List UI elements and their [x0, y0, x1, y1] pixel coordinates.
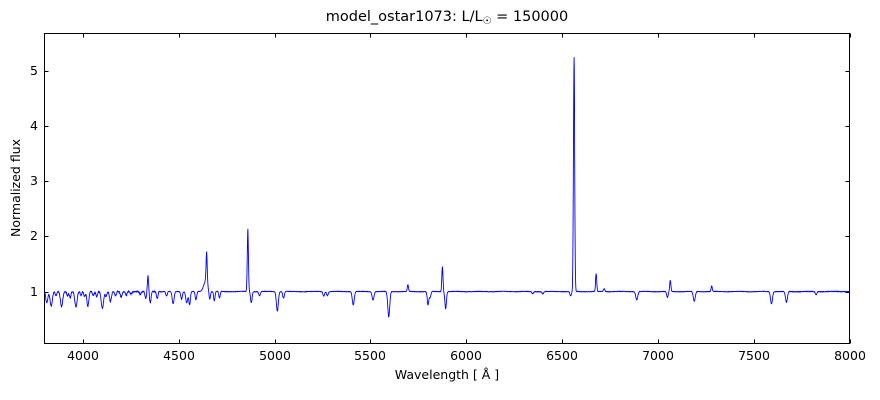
chart-title-prefix: model_ostar1073: L/L: [325, 9, 483, 25]
x-tick-label: 6500: [546, 348, 578, 363]
spectrum-line: [44, 56, 850, 318]
x-tick-label: 6000: [450, 348, 482, 363]
x-tick-label: 8000: [834, 348, 866, 363]
chart-title: model_ostar1073: L/L☉ = 150000: [44, 9, 850, 27]
sun-symbol: ☉: [482, 16, 492, 27]
x-tick-label: 5500: [354, 348, 386, 363]
x-tick-label: 7500: [738, 348, 770, 363]
x-axis-label: Wavelength [ Å ]: [394, 367, 500, 382]
x-tick-label: 5000: [259, 348, 291, 363]
axes-box: [44, 33, 850, 344]
y-tick-label: 2: [30, 228, 38, 243]
x-tick-label: 7000: [642, 348, 674, 363]
tick-marks: [44, 33, 851, 344]
chart-title-suffix: = 150000: [491, 9, 569, 25]
x-tick-label: 4000: [67, 348, 99, 363]
y-tick-label: 3: [30, 173, 38, 188]
y-tick-label: 5: [30, 63, 38, 78]
y-tick-label: 4: [30, 118, 38, 133]
y-tick-label: 1: [30, 284, 38, 299]
x-tick-label: 4500: [163, 348, 195, 363]
